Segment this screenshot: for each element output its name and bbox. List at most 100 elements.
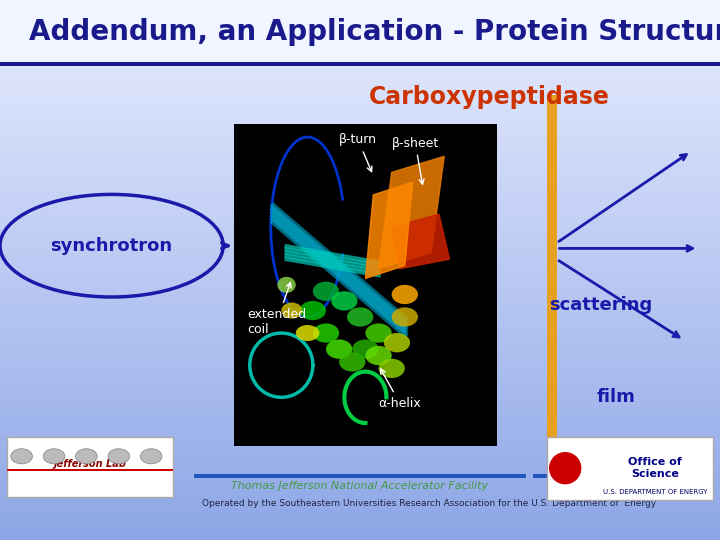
- Bar: [0, 27, 720, 29]
- Bar: [0, 266, 720, 268]
- Bar: [0, 536, 720, 538]
- Bar: [0, 150, 720, 151]
- Bar: [0, 351, 720, 353]
- Bar: [0, 171, 720, 173]
- Bar: [7, 437, 173, 497]
- Bar: [0, 223, 720, 225]
- Bar: [0, 5, 720, 7]
- Bar: [0, 455, 720, 457]
- Bar: [0, 290, 720, 292]
- Bar: [0, 398, 720, 400]
- Bar: [0, 356, 720, 358]
- Bar: [0, 466, 720, 468]
- Bar: [0, 366, 720, 367]
- Bar: [0, 447, 720, 448]
- Bar: [0, 221, 720, 223]
- Bar: [0, 401, 720, 403]
- Bar: [0, 501, 720, 502]
- Bar: [0, 436, 720, 437]
- Bar: [0, 420, 720, 421]
- Bar: [0, 531, 720, 533]
- Bar: [0, 174, 720, 177]
- Bar: [0, 236, 720, 238]
- Bar: [0, 191, 720, 193]
- Bar: [0, 335, 720, 336]
- Bar: [0, 9, 720, 11]
- Bar: [0, 274, 720, 275]
- Bar: [0, 139, 720, 140]
- Bar: [0, 255, 720, 258]
- Bar: [0, 211, 720, 212]
- Text: scattering: scattering: [549, 296, 653, 314]
- Bar: [0, 20, 720, 22]
- Bar: [0, 304, 720, 306]
- Bar: [0, 258, 720, 259]
- Bar: [0, 142, 720, 144]
- Bar: [0, 180, 720, 182]
- Bar: [0, 45, 720, 47]
- Bar: [0, 140, 720, 142]
- Bar: [0, 164, 720, 166]
- Bar: [0, 4, 720, 5]
- Bar: [0, 374, 720, 376]
- Bar: [0, 430, 720, 432]
- Bar: [0, 444, 720, 447]
- Text: U.S. DEPARTMENT OF ENERGY: U.S. DEPARTMENT OF ENERGY: [603, 489, 708, 496]
- Bar: [0, 88, 720, 90]
- Bar: [0, 432, 720, 434]
- Bar: [0, 331, 720, 333]
- Bar: [0, 38, 720, 39]
- Bar: [0, 463, 720, 464]
- Bar: [0, 228, 720, 231]
- Bar: [0, 250, 720, 252]
- Bar: [0, 209, 720, 211]
- Bar: [0, 358, 720, 360]
- Bar: [0, 513, 720, 515]
- Bar: [0, 36, 720, 38]
- Bar: [0, 403, 720, 405]
- Bar: [0, 96, 720, 97]
- Ellipse shape: [313, 282, 339, 301]
- Bar: [0, 16, 720, 18]
- Bar: [0, 204, 720, 205]
- Bar: [0, 248, 720, 250]
- Bar: [0, 471, 720, 474]
- Bar: [0, 378, 720, 380]
- Bar: [0, 32, 720, 34]
- Bar: [0, 355, 720, 356]
- Bar: [0, 329, 720, 331]
- Bar: [0, 464, 720, 466]
- Text: β-sheet: β-sheet: [392, 137, 439, 184]
- Bar: [0, 405, 720, 407]
- Bar: [0, 423, 720, 425]
- Bar: [0, 517, 720, 518]
- Bar: [0, 15, 720, 16]
- Ellipse shape: [366, 346, 392, 365]
- Bar: [547, 437, 713, 500]
- Bar: [0, 225, 720, 227]
- Bar: [0, 410, 720, 412]
- Bar: [0, 146, 720, 147]
- Bar: [0, 367, 720, 369]
- Bar: [0, 160, 720, 162]
- Bar: [0, 18, 720, 20]
- Bar: [0, 0, 720, 62]
- Bar: [0, 153, 720, 155]
- Bar: [0, 293, 720, 295]
- Bar: [0, 22, 720, 23]
- Bar: [0, 239, 720, 241]
- Bar: [0, 385, 720, 387]
- Bar: [0, 326, 720, 328]
- Bar: [0, 133, 720, 135]
- Bar: [0, 25, 720, 27]
- Bar: [0, 124, 720, 126]
- Bar: [0, 371, 720, 373]
- Text: Addendum, an Application - Protein Structure: Addendum, an Application - Protein Struc…: [29, 18, 720, 46]
- Bar: [0, 457, 720, 459]
- Bar: [0, 322, 720, 324]
- Bar: [0, 104, 720, 106]
- Bar: [0, 349, 720, 351]
- Bar: [0, 477, 720, 479]
- Bar: [0, 31, 720, 32]
- Text: Operated by the Southeastern Universities Research Association for the U.S. Depa: Operated by the Southeastern Universitie…: [202, 499, 656, 508]
